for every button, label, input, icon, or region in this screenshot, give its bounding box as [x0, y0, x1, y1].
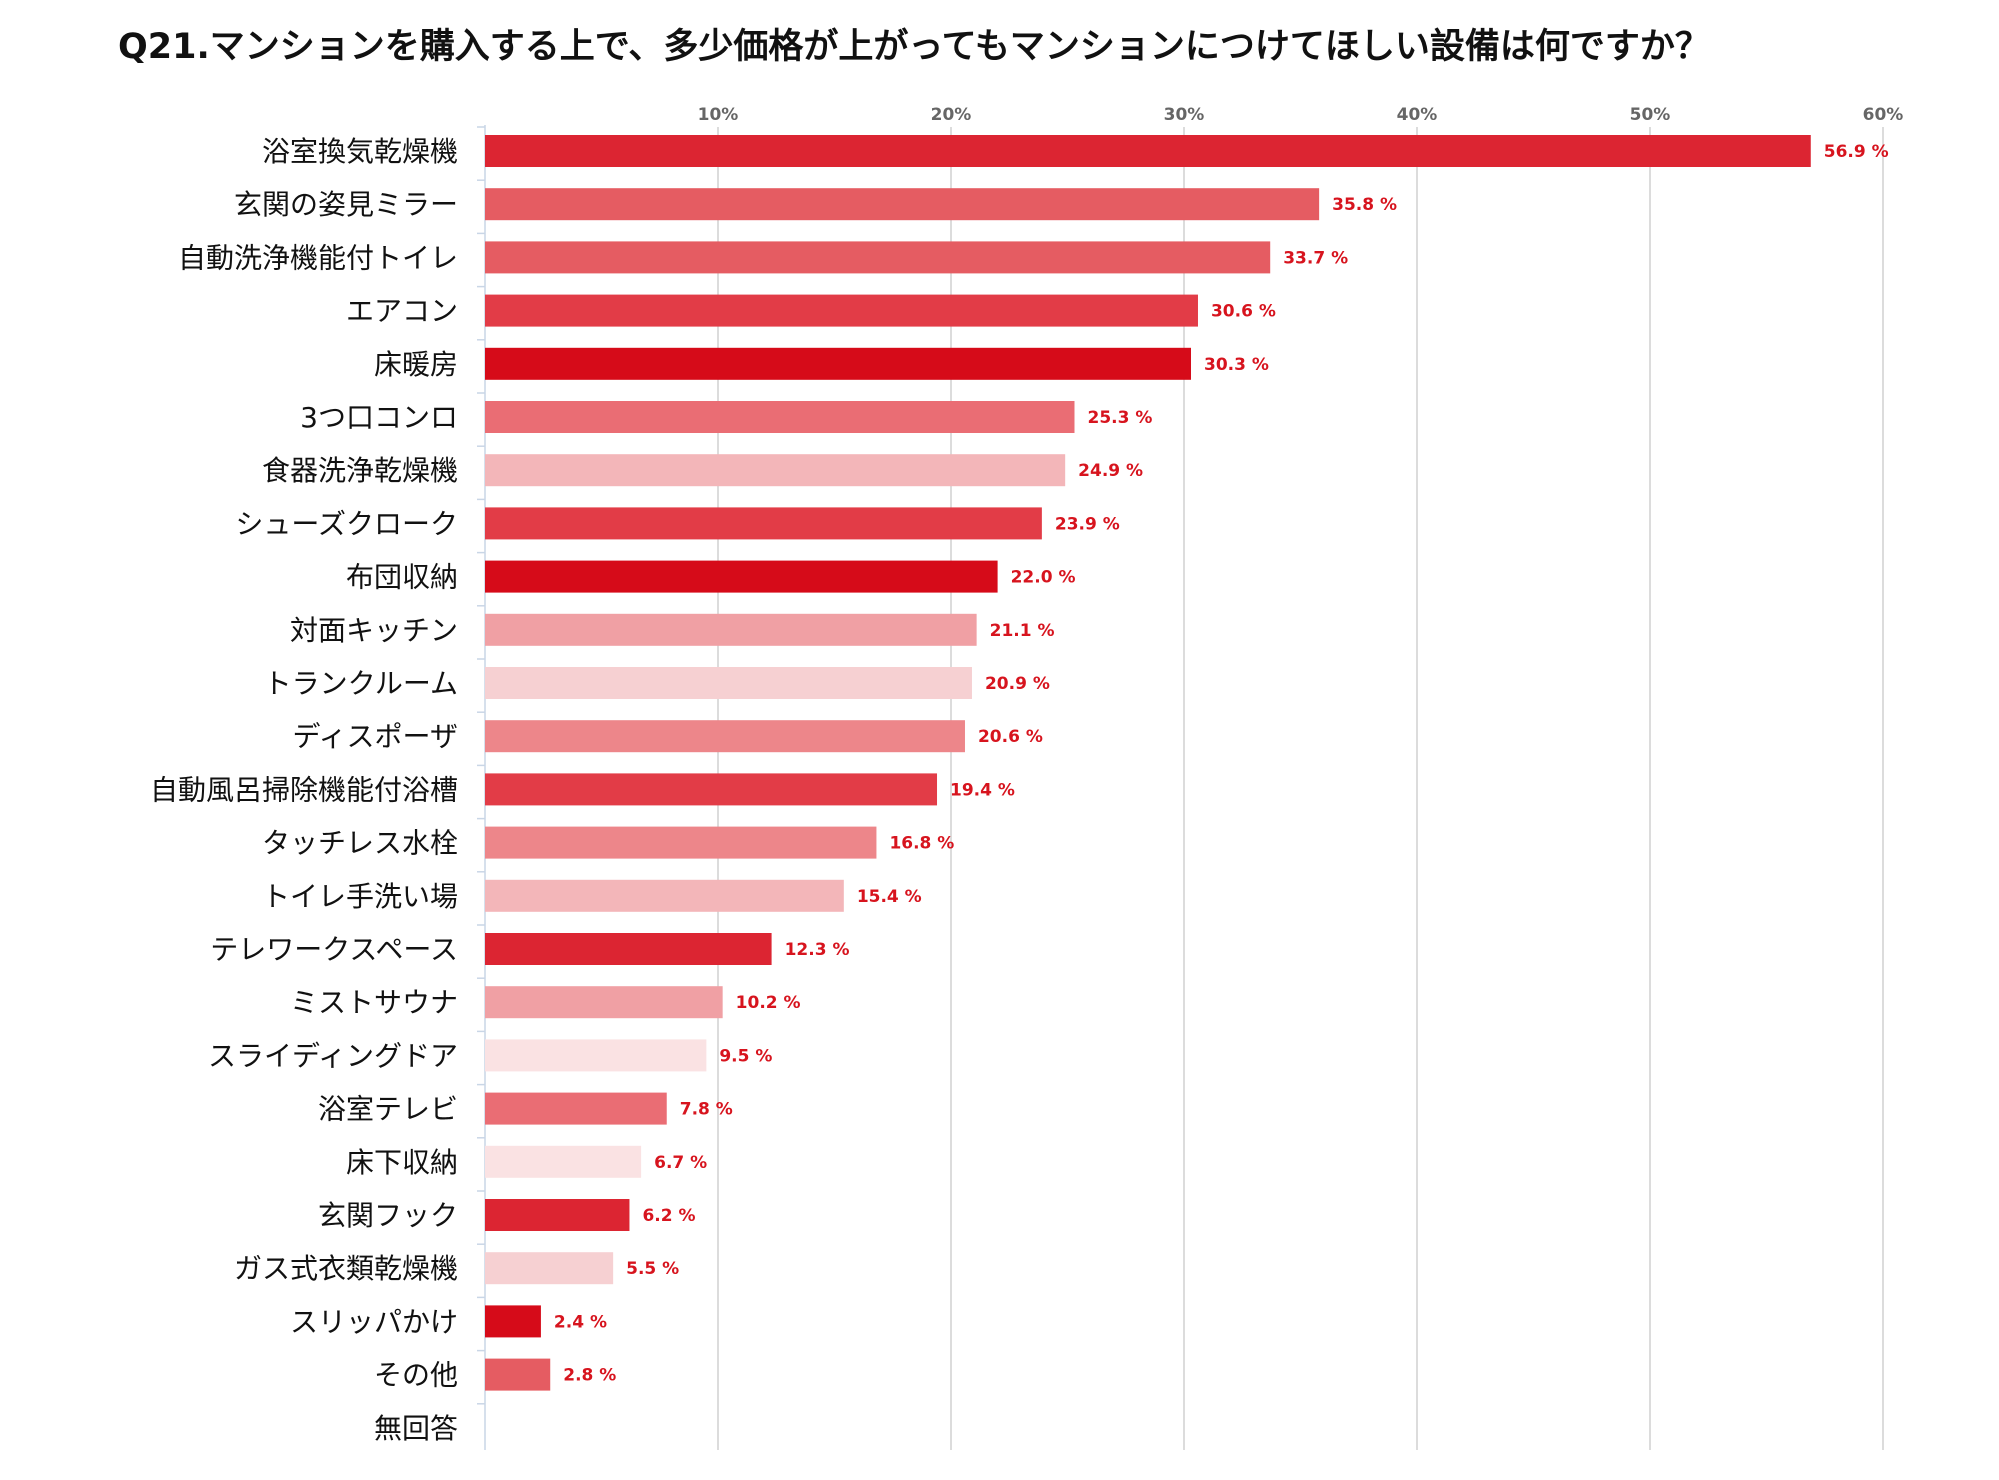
data-label: 19.4 % [950, 780, 1015, 800]
category-label: 自動洗浄機能付トイレ [178, 241, 458, 274]
x-tick-label: 30% [1164, 105, 1205, 125]
x-tick-label: 10% [698, 105, 739, 125]
category-label: ミストサウナ [290, 986, 458, 1019]
data-label: 33.7 % [1283, 248, 1348, 268]
data-label: 22.0 % [1011, 568, 1076, 588]
bar [485, 1305, 541, 1338]
category-label: 食器洗浄乾燥機 [262, 454, 458, 487]
bar [485, 667, 972, 699]
category-label: 床下収納 [346, 1146, 458, 1179]
category-label: 無回答 [374, 1412, 458, 1445]
x-tick-label: 20% [931, 105, 972, 125]
category-label: 対面キッチン [290, 614, 458, 647]
data-label: 23.9 % [1055, 514, 1120, 534]
data-label: 20.9 % [985, 674, 1050, 694]
data-label: 6.2 % [642, 1206, 695, 1226]
category-label: 玄関フック [318, 1199, 458, 1232]
category-label: ガス式衣類乾燥機 [234, 1252, 458, 1285]
data-label: 15.4 % [857, 887, 922, 907]
bar [485, 1039, 707, 1072]
data-label: 6.7 % [654, 1153, 707, 1173]
chart-title: Q21.マンションを購入する上で、多少価格が上がってもマンションにつけてほしい設… [118, 27, 1710, 67]
category-label: タッチレス水栓 [262, 827, 458, 860]
category-label: その他 [374, 1359, 458, 1392]
bar [485, 773, 938, 806]
data-label: 5.5 % [626, 1259, 679, 1279]
data-label: 16.8 % [889, 834, 954, 854]
data-label: 2.4 % [554, 1312, 607, 1332]
category-label: 浴室換気乾燥機 [262, 135, 458, 168]
data-label: 24.9 % [1078, 461, 1143, 481]
x-tick-label: 60% [1863, 105, 1904, 125]
data-label: 12.3 % [785, 940, 850, 960]
data-label: 30.3 % [1204, 355, 1269, 375]
data-label: 25.3 % [1087, 408, 1152, 428]
bar [485, 1252, 614, 1285]
category-label: 床暖房 [374, 348, 458, 381]
category-label: ディスポーザ [293, 720, 458, 753]
category-label: シューズクローク [235, 507, 458, 540]
category-label: 3つ口コンロ [300, 401, 458, 434]
bar [485, 1199, 630, 1231]
data-label: 9.5 % [719, 1046, 772, 1066]
category-label: 自動風呂掃除機能付浴槽 [150, 773, 458, 806]
data-label: 10.2 % [736, 993, 801, 1013]
bar [485, 933, 772, 965]
category-label: 玄関の姿見ミラー [234, 188, 458, 221]
bar [485, 879, 844, 912]
bar [485, 1092, 667, 1125]
data-label: 7.8 % [680, 1100, 733, 1120]
data-label: 56.9 % [1824, 142, 1889, 162]
category-label: 浴室テレビ [318, 1093, 458, 1126]
bar [485, 560, 998, 593]
data-label: 21.1 % [990, 621, 1055, 641]
bar [485, 613, 977, 646]
category-label: トランクルーム [264, 667, 458, 700]
bar [485, 294, 1198, 327]
category-label: トイレ手洗い場 [262, 880, 458, 913]
bar [485, 135, 1811, 167]
category-label: スライディングドア [208, 1039, 458, 1072]
bar [485, 507, 1042, 540]
data-label: 30.6 % [1211, 302, 1276, 322]
bar [485, 986, 723, 1019]
bar [485, 188, 1320, 221]
bar [485, 826, 877, 859]
bar [485, 241, 1271, 274]
data-label: 35.8 % [1332, 195, 1397, 215]
bar [485, 401, 1075, 433]
x-tick-label: 40% [1397, 105, 1438, 125]
category-label: スリッパかけ [290, 1305, 458, 1338]
data-label: 20.6 % [978, 727, 1043, 747]
category-label: エアコン [346, 295, 458, 328]
bar [485, 454, 1066, 487]
data-label: 2.8 % [563, 1366, 616, 1386]
bar [485, 347, 1191, 380]
bar [485, 720, 965, 753]
bar [485, 1145, 642, 1178]
category-label: テレワークスペース [210, 933, 458, 966]
x-tick-label: 50% [1630, 105, 1671, 125]
bar [485, 1358, 551, 1391]
category-label: 布団収納 [346, 561, 458, 594]
